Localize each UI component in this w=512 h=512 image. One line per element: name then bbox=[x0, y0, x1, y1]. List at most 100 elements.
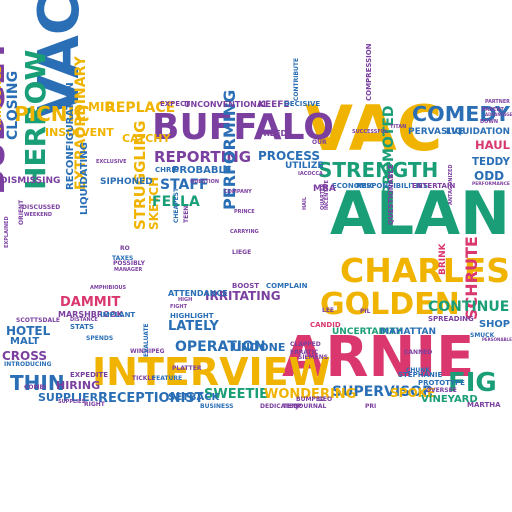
cloud-word-catchy: CATCHY bbox=[122, 132, 171, 145]
cloud-word-expedite: EXPEDITE bbox=[70, 371, 109, 379]
cloud-word-advantage: ADVANTAGE bbox=[485, 112, 512, 117]
cloud-word-wondering: WONDERING bbox=[264, 387, 357, 402]
cloud-word-fig: FIG bbox=[448, 368, 497, 398]
cloud-word-operation: OPERATION bbox=[175, 339, 266, 355]
cloud-word-keefe: KEEFE bbox=[258, 100, 290, 110]
cloud-word-business: BUSINESS bbox=[200, 403, 234, 410]
cloud-word-feature: FEATURE bbox=[152, 375, 183, 382]
cloud-word-liquidation: LIQUIDATION bbox=[446, 127, 510, 137]
cloud-word-siemens: SIEMENS bbox=[298, 354, 329, 361]
cloud-word-question: QUESTION bbox=[190, 179, 220, 185]
cloud-word-compression: COMPRESSION bbox=[365, 43, 373, 101]
cloud-word-lee: LEE bbox=[322, 307, 335, 314]
cloud-word-reporting: REPORTING bbox=[154, 148, 252, 166]
cloud-word-brink: BRINK bbox=[438, 243, 448, 275]
cloud-word-unconventional: UNCONVENTIONAL bbox=[184, 100, 269, 109]
cloud-word-amphibious: AMPHIBIOUS bbox=[90, 285, 127, 291]
cloud-word-undone: UNDONE bbox=[232, 341, 286, 354]
cloud-word-bumped: BUMPED bbox=[296, 396, 325, 403]
cloud-word-pri: PRI bbox=[365, 403, 377, 410]
cloud-word-expect: EXPECT bbox=[160, 100, 191, 108]
cloud-word-reconfiguration: RECONFIGURATION bbox=[65, 82, 76, 190]
cloud-word-dismissing: DISMISSING bbox=[0, 176, 61, 186]
cloud-word-utilize: UTILIZE bbox=[285, 161, 324, 171]
cloud-word-shop: SHOP bbox=[479, 319, 510, 330]
cloud-word-journal: JOURNAL bbox=[296, 403, 327, 410]
cloud-word-cheapest: CHEAPEST bbox=[173, 187, 180, 223]
cloud-word-iacocca: IACOCCA bbox=[298, 171, 323, 177]
cloud-word-possibly: POSSIBLY bbox=[113, 260, 145, 267]
cloud-word-antagonized: ANTAGONIZED bbox=[448, 164, 454, 205]
cloud-word-prototype: PROTOTYPE bbox=[418, 379, 465, 387]
cloud-word-staff: STAFF bbox=[160, 177, 209, 193]
cloud-word-company: COMPANY bbox=[224, 189, 252, 195]
cloud-word-lately: LATELY bbox=[168, 319, 219, 334]
cloud-word-complain: COMPLAIN bbox=[266, 282, 308, 290]
cloud-word-boost: BOOST bbox=[232, 282, 260, 290]
cloud-word-exclusive: EXCLUSIVE bbox=[96, 159, 127, 165]
cloud-word-alan: ALAN bbox=[330, 180, 510, 249]
cloud-word-vineyard: VINEYARD bbox=[421, 394, 478, 405]
cloud-word-orient: ORIENT bbox=[18, 199, 25, 225]
cloud-word-vac: VAC bbox=[305, 92, 443, 165]
cloud-word-chris: CHRIS bbox=[155, 166, 180, 174]
cloud-word-successful: SUCCESSFUL bbox=[352, 129, 389, 135]
cloud-word-interview: INTERVIEW bbox=[92, 350, 331, 394]
cloud-word-implant: IMPLANT bbox=[100, 311, 136, 319]
cloud-word-responsibilities: RESPONSIBILITIES bbox=[356, 182, 429, 190]
cloud-word-hotel: HOTEL bbox=[6, 324, 51, 338]
cloud-word-supplies: SUPPLIES bbox=[58, 399, 86, 405]
cloud-word-entertain: ENTERTAIN bbox=[412, 182, 456, 190]
cloud-word-continue: CONTINUE bbox=[428, 299, 510, 315]
cloud-word-spoke: SPOKE bbox=[390, 386, 436, 400]
cloud-word-clapped: CLAPPED bbox=[290, 341, 321, 348]
cloud-word-sweetie: SWEETIE bbox=[204, 387, 269, 402]
cloud-word-taxes: TAXES bbox=[112, 255, 134, 262]
cloud-word-irritating: IRRITATING bbox=[205, 289, 281, 303]
cloud-word-charles: CHARLES bbox=[340, 251, 510, 290]
cloud-word-liquidating: LIQUIDATING bbox=[79, 142, 90, 215]
cloud-word-fella: FELLA bbox=[152, 194, 200, 210]
cloud-word-pil: PIL bbox=[360, 308, 371, 315]
cloud-word-supplier: SUPPLIER bbox=[38, 391, 99, 404]
cloud-word-titan: TITAN bbox=[390, 124, 407, 130]
cloud-word-spreading: SPREADING bbox=[428, 315, 474, 323]
cloud-word-contribute: CONTRIBUTE bbox=[293, 57, 300, 101]
cloud-word-liege: LIEGE bbox=[232, 249, 252, 256]
cloud-word-oversee: OVERSEE bbox=[426, 387, 457, 394]
cloud-word-stephanie: STEPHANIE bbox=[398, 371, 443, 379]
cloud-word-smuck: SMUCK bbox=[470, 332, 495, 339]
cloud-word-performance: PERFORMANCE bbox=[472, 182, 510, 187]
cloud-word-mid: MID bbox=[88, 100, 115, 114]
cloud-word-golden: GOLDEN bbox=[320, 287, 460, 322]
cloud-word-introducing: INTRODUCING bbox=[4, 361, 52, 368]
cloud-word-martha: MARTHA bbox=[467, 401, 501, 409]
cloud-word-evaluate: EVALUATE bbox=[143, 323, 150, 357]
cloud-word-announce: ANNOUNCE bbox=[0, 66, 4, 130]
cloud-word-malt: MALT bbox=[10, 336, 40, 347]
cloud-word-right: RIGHT bbox=[84, 401, 105, 408]
cloud-word-tickle: TICKLE bbox=[132, 375, 156, 382]
cloud-word-scottsdale: SCOTTSDALE bbox=[16, 317, 61, 324]
cloud-word-discussed: DISCUSSED bbox=[22, 204, 61, 211]
cloud-word-picnic: PICNIC bbox=[14, 102, 90, 126]
cloud-word-attendance: ATTENDANCE bbox=[168, 289, 228, 298]
cloud-word-mahattan: MAHATTAN bbox=[380, 327, 437, 337]
cloud-word-winnipeg: WINNIPEG bbox=[130, 348, 165, 355]
cloud-word-distance: DISTANCE bbox=[70, 317, 98, 323]
cloud-word-strength: STRENGTH bbox=[318, 158, 439, 182]
cloud-word-thin: THIN bbox=[10, 371, 65, 395]
cloud-word-hiring: HIRING bbox=[56, 379, 101, 392]
cloud-word-economic: ECONOMIC bbox=[332, 182, 375, 190]
cloud-word-quarter: QUARTER bbox=[320, 183, 326, 210]
cloud-word-freed: FREED bbox=[258, 129, 288, 138]
cloud-word-dedicated: DEDICATED bbox=[260, 403, 299, 410]
cloud-word-manager: MANAGER bbox=[114, 267, 143, 273]
cloud-word-spends: SPENDS bbox=[86, 335, 114, 342]
cloud-word-teen: TEEN bbox=[183, 205, 190, 223]
cloud-word-temp: TEMP bbox=[283, 403, 302, 410]
cloud-word-setback: SETBACK bbox=[168, 392, 220, 403]
cloud-word-carrying: CARRYING bbox=[230, 229, 259, 235]
cloud-word-questionable: QUESTIONABLE bbox=[387, 164, 395, 225]
